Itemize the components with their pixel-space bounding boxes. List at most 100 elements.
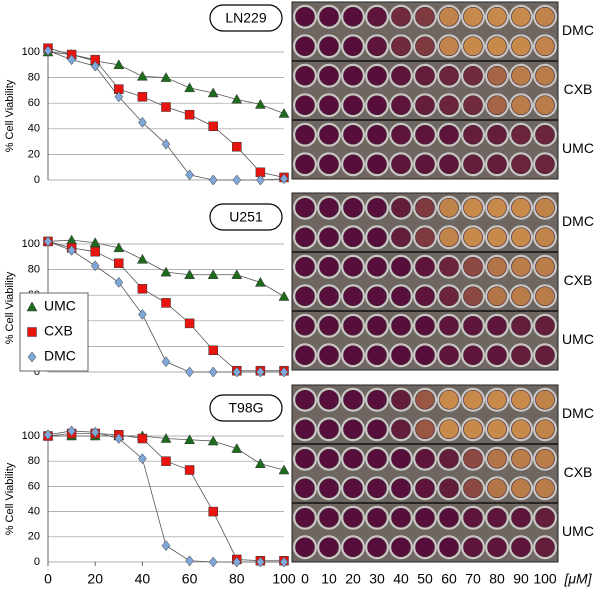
well — [535, 154, 555, 175]
plate-row-label: CXB — [564, 464, 593, 480]
well — [343, 154, 363, 175]
well — [487, 507, 507, 528]
plate-unit: [μM] — [563, 571, 592, 587]
well — [511, 65, 531, 86]
well — [295, 36, 315, 57]
well — [487, 124, 507, 145]
well — [343, 345, 363, 366]
well — [295, 419, 315, 440]
well — [319, 95, 339, 116]
marker — [184, 318, 195, 329]
well — [439, 256, 459, 277]
legend-label: UMC — [44, 298, 76, 314]
well — [415, 537, 435, 558]
well — [295, 256, 315, 277]
well — [367, 36, 387, 57]
well — [535, 389, 555, 410]
well — [367, 389, 387, 410]
well — [367, 537, 387, 558]
well — [415, 256, 435, 277]
well — [415, 227, 435, 248]
well — [367, 227, 387, 248]
well — [319, 227, 339, 248]
well — [487, 537, 507, 558]
marker — [137, 433, 148, 444]
plate-x-label: 100 — [533, 571, 557, 587]
x-tick-label: 0 — [44, 571, 52, 587]
well — [511, 36, 531, 57]
well — [295, 197, 315, 218]
well — [535, 448, 555, 469]
well — [439, 36, 459, 57]
marker — [279, 173, 289, 185]
well — [295, 286, 315, 307]
marker — [278, 290, 290, 301]
well — [391, 154, 411, 175]
well — [343, 448, 363, 469]
plate-x-label: 50 — [417, 571, 433, 587]
y-axis-label: % Cell Viability — [4, 79, 16, 152]
marker — [137, 92, 148, 102]
well — [535, 197, 555, 218]
well — [511, 154, 531, 175]
well — [343, 389, 363, 410]
well — [463, 507, 483, 528]
well — [487, 36, 507, 57]
marker — [184, 82, 196, 93]
well — [535, 315, 555, 336]
y-axis-label: % Cell Viability — [4, 271, 16, 344]
y-tick-label: 100 — [22, 238, 40, 250]
plate-x-label: 30 — [369, 571, 385, 587]
well — [343, 315, 363, 336]
well — [367, 419, 387, 440]
well — [535, 65, 555, 86]
well — [391, 256, 411, 277]
y-tick-label: 80 — [28, 264, 40, 276]
well — [367, 124, 387, 145]
well — [511, 315, 531, 336]
well — [439, 537, 459, 558]
well — [367, 448, 387, 469]
plate-row-label: DMC — [562, 22, 594, 38]
well — [415, 65, 435, 86]
well — [439, 419, 459, 440]
well — [391, 65, 411, 86]
well — [439, 345, 459, 366]
marker — [90, 246, 100, 257]
well — [319, 478, 339, 499]
plate-x-label: 70 — [465, 571, 481, 587]
well — [535, 256, 555, 277]
well — [391, 448, 411, 469]
well — [487, 345, 507, 366]
marker — [114, 276, 124, 288]
well — [415, 419, 435, 440]
well — [343, 507, 363, 528]
well — [511, 95, 531, 116]
marker — [89, 237, 101, 247]
x-tick-label: 20 — [87, 571, 103, 587]
well — [439, 315, 459, 336]
well — [367, 65, 387, 86]
marker — [161, 540, 171, 552]
marker — [67, 54, 76, 66]
well — [295, 6, 315, 27]
plate-row-label: CXB — [564, 272, 593, 288]
marker — [256, 366, 265, 378]
well — [343, 286, 363, 307]
well — [415, 345, 435, 366]
well — [295, 154, 315, 175]
well — [511, 256, 531, 277]
well — [391, 6, 411, 27]
well — [295, 478, 315, 499]
well — [391, 507, 411, 528]
y-tick-label: 60 — [28, 480, 40, 492]
well — [439, 6, 459, 27]
plate-row-label: UMC — [562, 140, 594, 156]
plate-row-label: CXB — [564, 81, 593, 97]
marker — [232, 141, 242, 152]
well — [511, 537, 531, 558]
well — [535, 227, 555, 248]
marker — [67, 244, 76, 256]
y-axis-label: % Cell Viability — [4, 462, 16, 535]
plate-row-label: UMC — [562, 523, 594, 539]
